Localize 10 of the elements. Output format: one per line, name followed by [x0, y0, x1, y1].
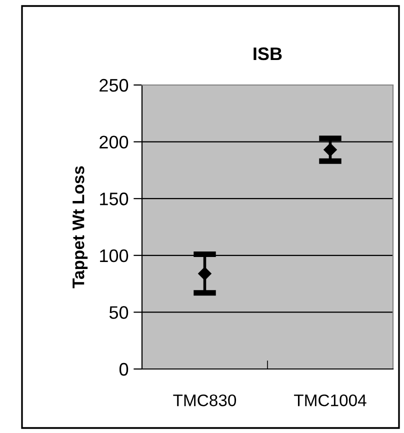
chart-title: ISB: [254, 47, 282, 60]
y-tick-label: 250: [100, 78, 128, 92]
x-tick-label: TMC830: [173, 394, 236, 406]
y-axis-title: Tappet Wt Loss: [72, 166, 88, 288]
y-tick-label: 150: [100, 192, 128, 206]
y-tick-label: 100: [100, 249, 128, 262]
y-tick-label: 50: [109, 306, 128, 319]
y-tick-label: 200: [100, 136, 128, 149]
y-tick-label: 0: [119, 362, 128, 376]
x-tick-label: TMC1004: [294, 394, 366, 406]
